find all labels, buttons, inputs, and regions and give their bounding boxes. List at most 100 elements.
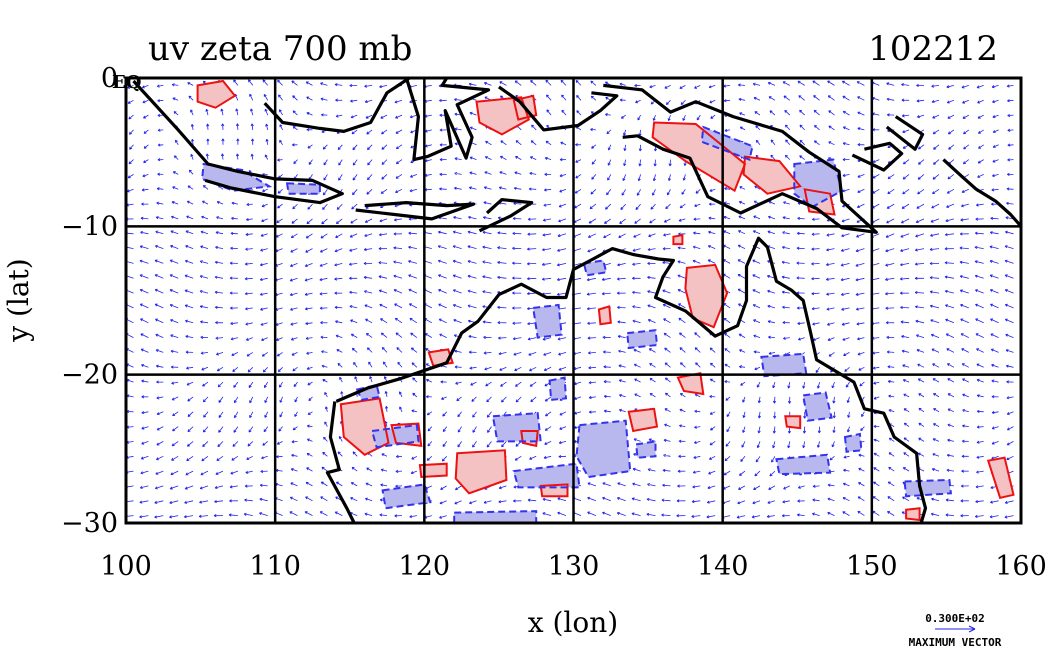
negative-vorticity-fill — [845, 434, 862, 452]
positive-vorticity-fill — [785, 416, 801, 429]
positive-vorticity-fill — [598, 306, 611, 325]
wind-vectors — [124, 79, 1014, 519]
coastlines — [132, 76, 1023, 524]
corner-label: EQ — [112, 72, 141, 93]
coastline — [325, 401, 356, 524]
positive-vorticity-contour — [684, 263, 729, 329]
positive-vorticity-contour — [597, 305, 612, 326]
positive-vorticity-contour — [520, 430, 539, 448]
coastline — [355, 201, 476, 221]
y-tick-labels: 0 −10 −20 −30 — [61, 63, 118, 539]
positive-vorticity-contour — [418, 462, 448, 479]
positive-vorticity-contour — [742, 155, 803, 195]
x-tick-label: 130 — [548, 551, 600, 582]
x-tick-label: 120 — [399, 551, 451, 582]
positive-vorticity-contour — [986, 456, 1015, 499]
x-tick-labels: 100 110 120 130 140 150 160 — [100, 551, 1047, 582]
coastline — [497, 85, 619, 132]
positive-vorticity-contour — [627, 407, 659, 433]
negative-vorticity-fill — [701, 127, 753, 160]
coastline — [603, 83, 878, 234]
wind-vector-arrows — [124, 79, 1014, 519]
positive-vorticity-fill — [743, 156, 801, 194]
negative-vorticity-fill — [287, 183, 320, 194]
negative-vorticity-fill — [761, 353, 807, 377]
x-tick-label: 160 — [995, 551, 1047, 582]
positive-vorticity-contour — [539, 483, 569, 498]
positive-vorticity-fill — [988, 457, 1014, 498]
x-tick-label: 110 — [249, 551, 301, 582]
negative-vorticity-contour — [370, 423, 420, 449]
positive-vorticity-fill — [628, 408, 657, 431]
positive-vorticity-fill — [906, 508, 920, 520]
negative-vorticity-contour — [491, 412, 542, 443]
coastline — [942, 158, 1023, 228]
positive-vorticity-contour — [339, 397, 390, 456]
positive-vorticity-contour — [905, 507, 921, 522]
positive-vorticity-fill — [685, 264, 728, 328]
positive-vorticity-contour — [784, 415, 802, 430]
positive-vorticity-fill — [419, 463, 447, 477]
positive-vorticity-fill — [677, 373, 704, 394]
coastline — [885, 115, 925, 151]
negative-vorticity-fill — [583, 260, 607, 276]
negative-vorticity-fill — [627, 330, 657, 348]
y-tick-label: 0 — [101, 63, 118, 94]
coastline — [263, 76, 411, 133]
coastline — [132, 79, 344, 205]
negative-vorticity-fill — [636, 441, 656, 458]
positive-vorticity-contour — [454, 449, 508, 495]
date-label: 102212 — [868, 29, 998, 69]
coastline — [404, 77, 491, 162]
negative-vorticity-fill — [776, 454, 831, 475]
vector-legend-label: MAXIMUM VECTOR — [909, 636, 1002, 649]
y-tick-label: −10 — [61, 211, 118, 242]
vector-legend-arrowhead — [968, 625, 976, 633]
negative-vorticity-fill — [382, 484, 431, 509]
coastline — [478, 198, 534, 233]
positive-vorticity-contour — [427, 348, 455, 367]
positive-vorticity-contour — [672, 234, 684, 246]
negative-vorticity-contour — [760, 352, 808, 378]
x-tick-label: 100 — [100, 551, 152, 582]
y-tick-label: −30 — [61, 508, 118, 539]
coastline — [851, 141, 904, 172]
plot-frame — [124, 76, 1023, 525]
vector-legend-value: 0.300E+02 — [925, 612, 985, 625]
x-tick-label: 150 — [846, 551, 898, 582]
negative-vorticity-contour — [381, 483, 432, 510]
negative-vorticity-contour — [582, 259, 608, 277]
x-tick-label: 140 — [697, 551, 749, 582]
vector-legend: 0.300E+02 MAXIMUM VECTOR — [909, 612, 1002, 649]
negative-vorticity-fill — [454, 511, 537, 523]
negative-vorticity-fill — [803, 392, 832, 421]
negative-vorticity-fill — [549, 377, 566, 400]
chart-title: uv zeta 700 mb — [148, 29, 412, 69]
negative-vorticity-fill — [904, 480, 951, 497]
negative-vorticity-contour — [532, 303, 563, 339]
positive-vorticity-contour — [196, 79, 237, 109]
positive-vorticity-contour — [651, 121, 747, 193]
y-axis-label: y (lat) — [2, 258, 35, 342]
negative-vorticity-fill — [576, 420, 631, 477]
coastline — [335, 236, 928, 524]
negative-vorticity-contour — [775, 453, 832, 476]
negative-vorticity-contour — [903, 478, 953, 498]
negative-vorticity-fill — [533, 305, 562, 338]
negative-vorticity-contour — [634, 440, 657, 459]
positive-vorticity-contour — [390, 422, 423, 448]
negative-vorticity-contour — [700, 125, 754, 161]
y-tick-label: −20 — [61, 360, 118, 391]
negative-vorticity-contour — [575, 419, 632, 479]
grid-lines — [126, 78, 1021, 523]
x-axis-label: x (lon) — [528, 606, 618, 639]
positive-vorticity-fill — [673, 235, 683, 245]
positive-vorticity-contour — [512, 94, 538, 121]
negative-vorticity-fill — [492, 413, 541, 442]
negative-vorticity-contour — [201, 162, 273, 192]
negative-vorticity-contour — [802, 391, 833, 422]
positive-vorticity-fill — [455, 450, 507, 494]
negative-vorticity-contour — [548, 376, 568, 401]
